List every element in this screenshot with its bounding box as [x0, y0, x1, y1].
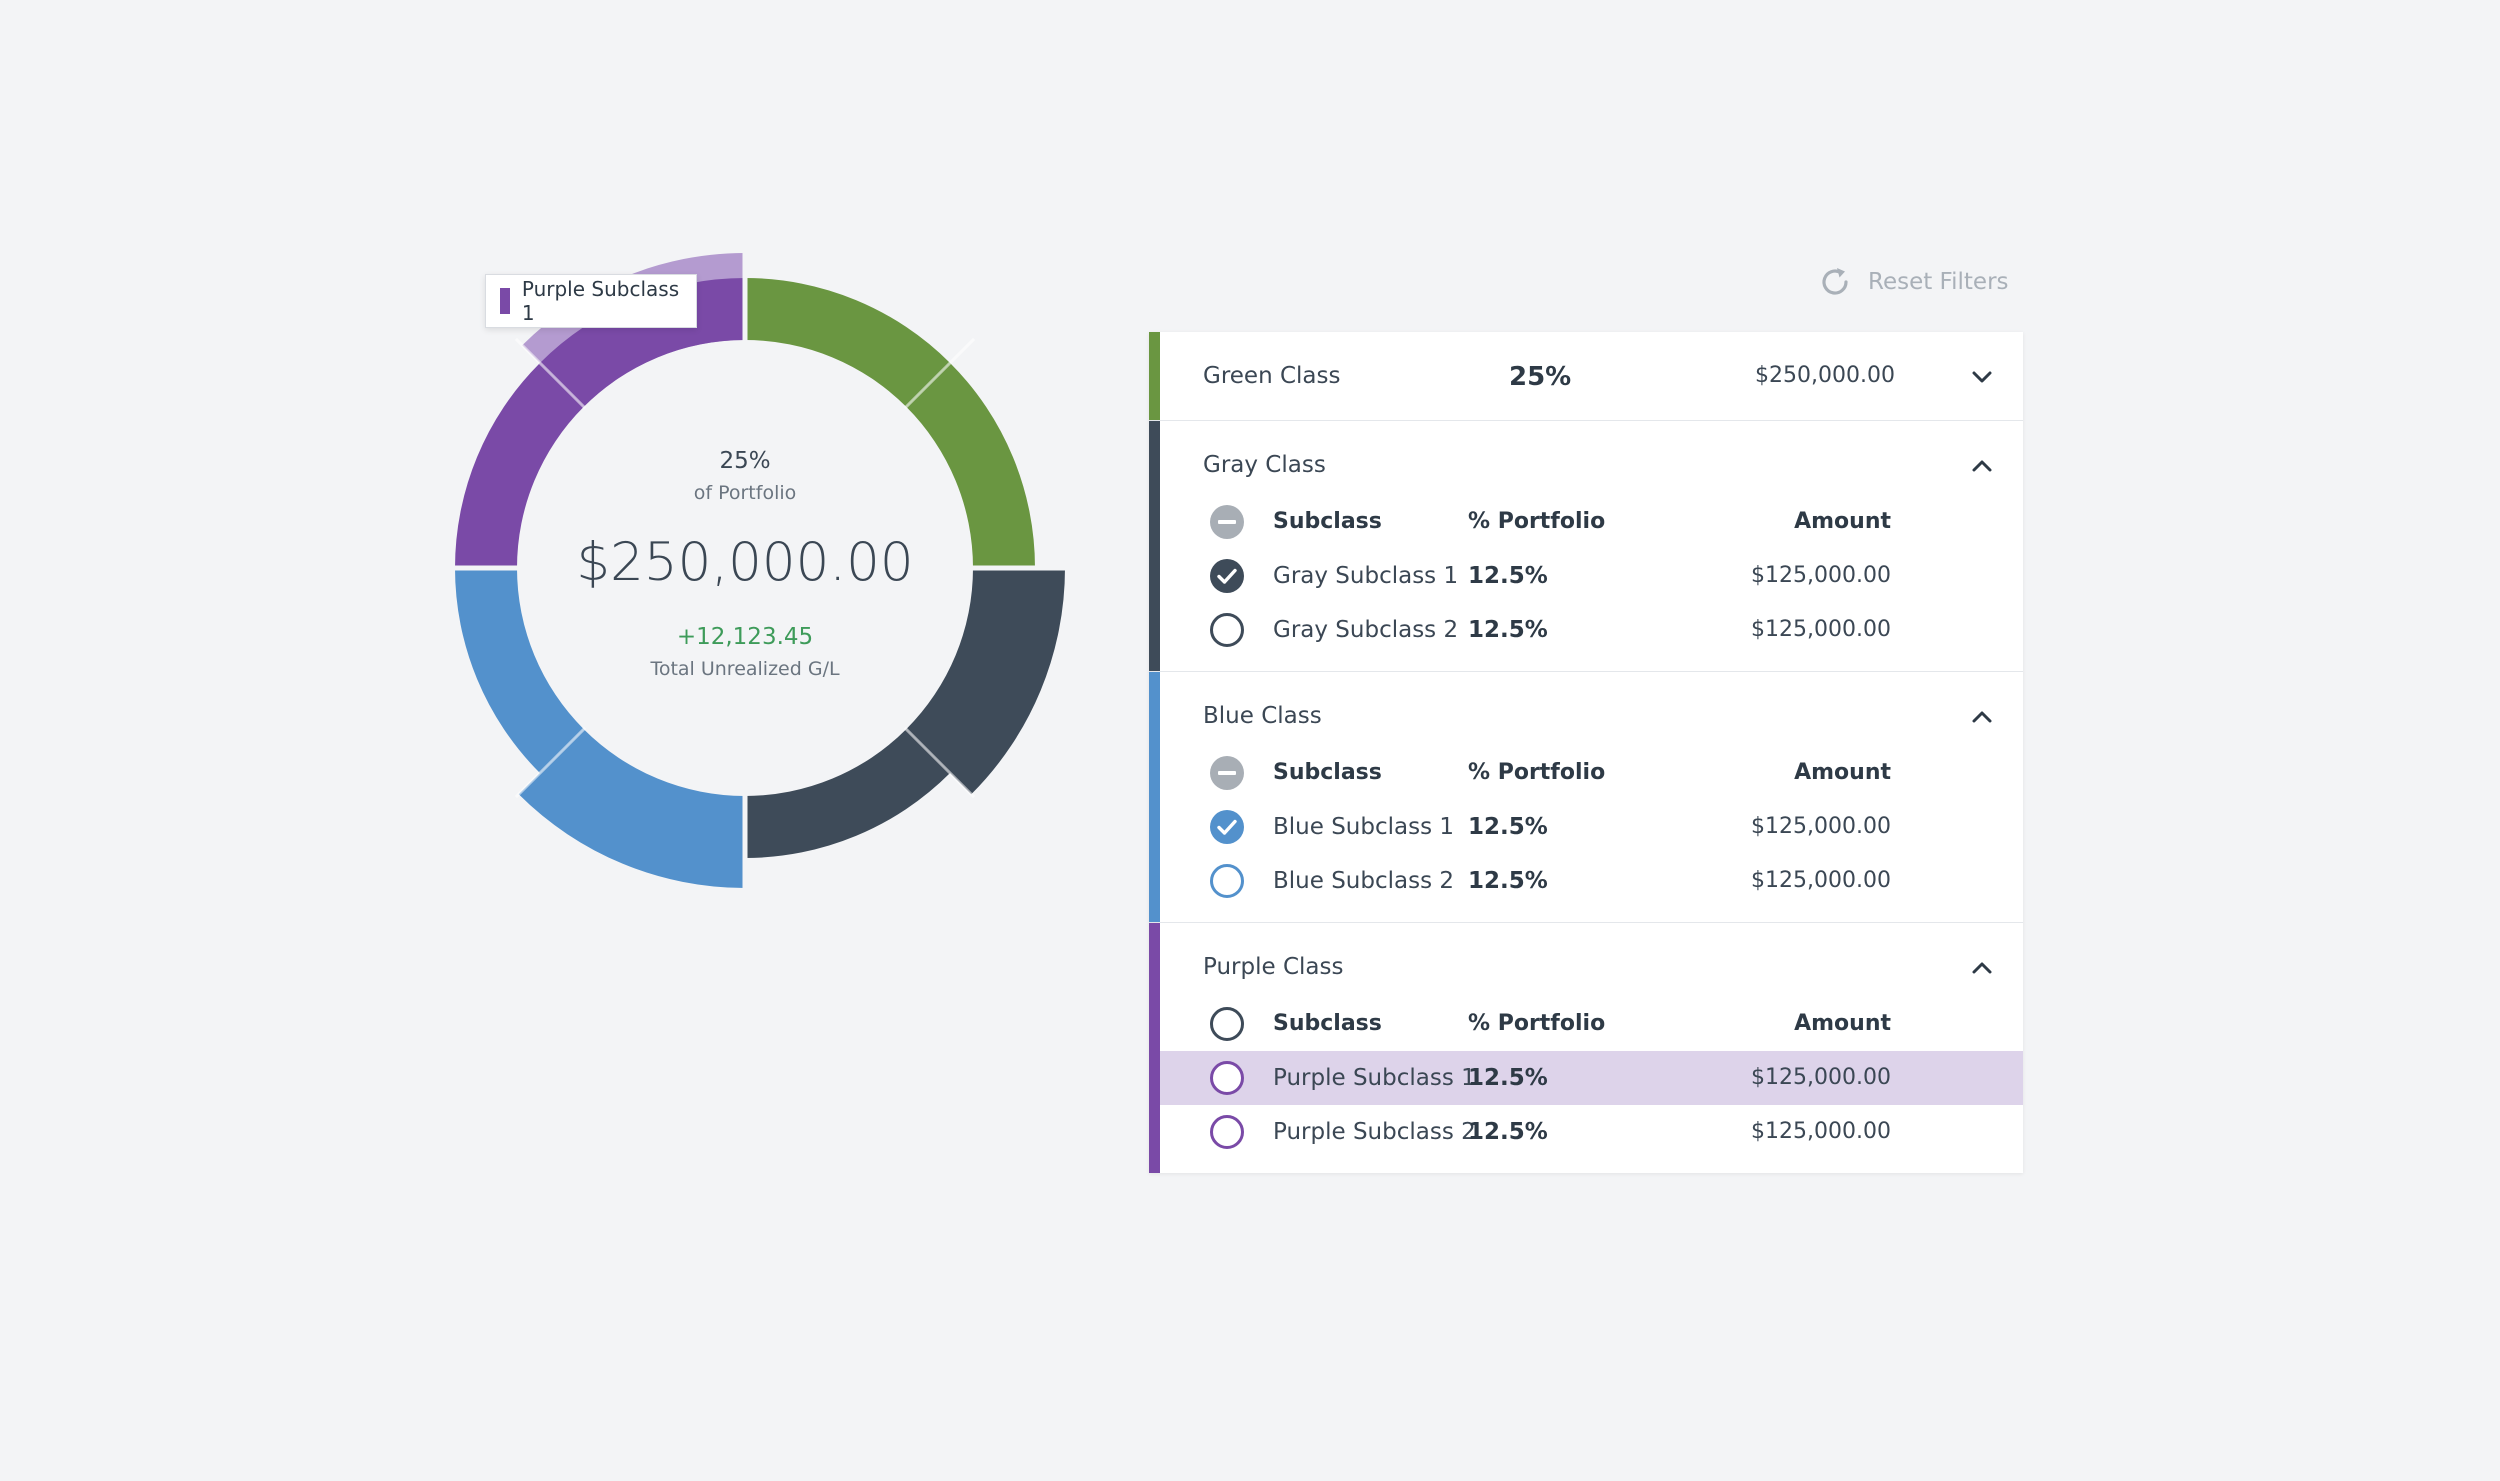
column-header-subclass: Subclass — [1273, 1011, 1382, 1036]
subclass-percent: 12.5% — [1468, 868, 1548, 894]
chevron-up-icon[interactable] — [1971, 706, 1993, 728]
subclass-row[interactable]: Gray Subclass 2 12.5% $125,000.00 — [1149, 603, 2023, 657]
donut-segment[interactable] — [518, 729, 745, 888]
subclass-amount: $125,000.00 — [1751, 1065, 1891, 1090]
class-header[interactable]: Blue Class — [1149, 672, 2023, 760]
subclass-amount: $125,000.00 — [1751, 563, 1891, 588]
subclass-amount: $125,000.00 — [1751, 814, 1891, 839]
tooltip-swatch — [500, 288, 510, 314]
class-section: Gray Class Subclass % Portfolio Amount Gray … — [1149, 421, 2023, 672]
subclass-percent: 12.5% — [1468, 617, 1548, 643]
class-percent: 25% — [1509, 362, 1572, 392]
class-name: Gray Class — [1203, 452, 1326, 478]
class-section: Green Class 25% $250,000.00 — [1149, 332, 2023, 421]
subclass-row[interactable]: Blue Subclass 1 12.5% $125,000.00 — [1149, 800, 2023, 854]
refresh-icon — [1822, 268, 1848, 295]
tooltip-label: Purple Subclass 1 — [521, 277, 680, 325]
subclass-table: Subclass % Portfolio Amount Blue Subclass 1… — [1149, 746, 2023, 922]
donut-separator — [903, 726, 976, 799]
donut-segment[interactable] — [745, 729, 951, 858]
chevron-down-icon[interactable] — [1971, 366, 1993, 388]
class-section: Blue Class Subclass % Portfolio Amount Blue … — [1149, 672, 2023, 923]
subclass-checkbox[interactable] — [1209, 558, 1245, 594]
column-header-portfolio: % Portfolio — [1468, 1011, 1606, 1036]
subclass-percent: 12.5% — [1468, 1119, 1548, 1145]
reset-filters-label: Reset Filters — [1868, 269, 2009, 295]
class-accent-bar — [1149, 421, 1160, 671]
subclass-table: Subclass % Portfolio Amount Gray Subclass 1… — [1149, 495, 2023, 671]
select-all-checkbox[interactable] — [1209, 755, 1245, 791]
subclass-percent: 12.5% — [1468, 814, 1548, 840]
column-header-amount: Amount — [1794, 509, 1891, 534]
subclass-percent: 12.5% — [1468, 1065, 1548, 1091]
allocation-panel: Green Class 25% $250,000.00 Gray Class Subcl… — [1149, 332, 2023, 1173]
donut-segment[interactable] — [906, 568, 1065, 795]
donut-segment[interactable] — [745, 278, 951, 407]
subclass-table: Subclass % Portfolio Amount Purple Subclass… — [1149, 997, 2023, 1173]
class-name: Purple Class — [1203, 954, 1344, 980]
class-header[interactable]: Purple Class — [1149, 923, 2023, 1011]
class-name: Green Class — [1203, 363, 1341, 389]
subclass-table-header: Subclass % Portfolio Amount — [1149, 746, 2023, 800]
subclass-amount: $125,000.00 — [1751, 1119, 1891, 1144]
class-section: Purple Class Subclass % Portfolio Amount Pur… — [1149, 923, 2023, 1173]
subclass-checkbox[interactable] — [1209, 863, 1245, 899]
center-percent: 25% — [719, 448, 771, 474]
select-all-checkbox[interactable] — [1209, 1006, 1245, 1042]
chevron-up-icon[interactable] — [1971, 455, 1993, 477]
subclass-amount: $125,000.00 — [1751, 617, 1891, 642]
donut-segment[interactable] — [455, 568, 584, 774]
subclass-checkbox[interactable] — [1209, 1060, 1245, 1096]
subclass-name: Gray Subclass 1 — [1273, 563, 1459, 589]
subclass-row[interactable]: Purple Subclass 1 12.5% $125,000.00 — [1160, 1051, 2023, 1105]
class-amount: $250,000.00 — [1755, 363, 1895, 388]
subclass-checkbox[interactable] — [1209, 1114, 1245, 1150]
donut-segment[interactable] — [455, 362, 584, 568]
center-gain-label: Total Unrealized G/L — [650, 658, 840, 680]
column-header-subclass: Subclass — [1273, 760, 1382, 785]
subclass-name: Blue Subclass 1 — [1273, 814, 1455, 840]
donut-separator — [514, 726, 587, 799]
chevron-up-icon[interactable] — [1971, 957, 1993, 979]
subclass-checkbox[interactable] — [1209, 809, 1245, 845]
subclass-name: Purple Subclass 2 — [1273, 1119, 1476, 1145]
subclass-amount: $125,000.00 — [1751, 868, 1891, 893]
column-header-amount: Amount — [1794, 1011, 1891, 1036]
class-accent-bar — [1149, 332, 1160, 420]
center-amount: $250,000.00 — [576, 532, 914, 593]
chart-tooltip: Purple Subclass 1 — [485, 274, 697, 328]
column-header-subclass: Subclass — [1273, 509, 1382, 534]
donut-separator — [903, 337, 976, 410]
class-name: Blue Class — [1203, 703, 1322, 729]
class-header[interactable]: Gray Class — [1149, 421, 2023, 509]
subclass-row[interactable]: Purple Subclass 2 12.5% $125,000.00 — [1149, 1105, 2023, 1159]
donut-segment[interactable] — [906, 362, 1035, 568]
subclass-row[interactable]: Blue Subclass 2 12.5% $125,000.00 — [1149, 854, 2023, 908]
column-header-portfolio: % Portfolio — [1468, 509, 1606, 534]
subclass-checkbox[interactable] — [1209, 612, 1245, 648]
subclass-table-header: Subclass % Portfolio Amount — [1149, 495, 2023, 549]
reset-filters-button[interactable]: Reset Filters — [1818, 265, 2009, 299]
select-all-checkbox[interactable] — [1209, 504, 1245, 540]
class-header[interactable]: Green Class 25% $250,000.00 — [1149, 332, 2023, 420]
donut-separator — [514, 337, 587, 410]
center-percent-label: of Portfolio — [693, 482, 797, 504]
subclass-name: Blue Subclass 2 — [1273, 868, 1455, 894]
subclass-row[interactable]: Gray Subclass 1 12.5% $125,000.00 — [1149, 549, 2023, 603]
subclass-name: Purple Subclass 1 — [1273, 1065, 1476, 1091]
column-header-portfolio: % Portfolio — [1468, 760, 1606, 785]
class-accent-bar — [1149, 923, 1160, 1173]
subclass-table-header: Subclass % Portfolio Amount — [1149, 997, 2023, 1051]
subclass-percent: 12.5% — [1468, 563, 1548, 589]
subclass-name: Gray Subclass 2 — [1273, 617, 1459, 643]
center-gain: +12,123.45 — [676, 624, 814, 650]
column-header-amount: Amount — [1794, 760, 1891, 785]
class-accent-bar — [1149, 672, 1160, 922]
